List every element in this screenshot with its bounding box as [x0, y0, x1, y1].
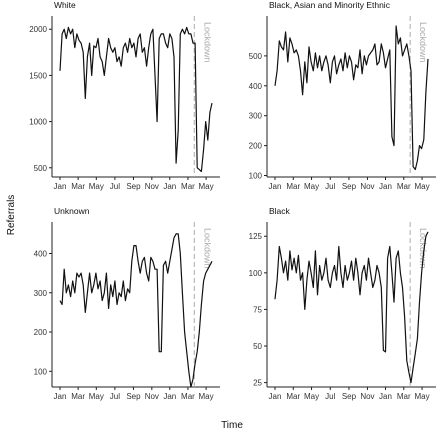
- lockdown-annotation: Lockdown: [418, 228, 428, 269]
- y-tick-label: 200: [34, 328, 48, 337]
- x-tick-label: May: [89, 392, 104, 401]
- series-line-1: [59, 26, 213, 173]
- x-axis-title: Time: [221, 420, 243, 431]
- panel-2: Black, Asian and Minority Ethnic 100 200 30…: [249, 0, 436, 191]
- x-tick-label: Nov: [145, 392, 159, 401]
- x-tick-label: Mar: [397, 392, 411, 401]
- series-line-1: [59, 233, 213, 388]
- x-tick-label: May: [199, 392, 214, 401]
- x-tick-label: Jan: [379, 392, 392, 401]
- y-tick-label: 75: [253, 305, 262, 314]
- series-line-1: [274, 25, 429, 171]
- x-tick-label: Nov: [360, 392, 374, 401]
- panel-title: Black: [269, 206, 291, 216]
- y-tick-label: 100: [249, 172, 263, 181]
- x-tick-label: Sep: [126, 392, 141, 401]
- x-tick-label: Mar: [286, 392, 300, 401]
- x-tick-label: Mar: [286, 182, 300, 191]
- y-tick-label: 500: [34, 164, 48, 173]
- x-tick-label: Jan: [379, 182, 392, 191]
- lockdown-annotation: Lockdown: [418, 22, 428, 63]
- y-tick-label: 400: [34, 249, 48, 258]
- x-tick-label: Nov: [360, 182, 374, 191]
- panel-1: White 500 1000 1500 2000 Jan Mar May Jul Sep Nov Ja…: [29, 0, 220, 191]
- y-tick-label: 25: [253, 379, 262, 388]
- x-tick-label: Sep: [342, 182, 357, 191]
- y-tick-label: 125: [249, 232, 263, 241]
- x-tick-label: Jan: [269, 182, 282, 191]
- x-tick-label: May: [414, 392, 429, 401]
- y-tick-label: 1000: [29, 118, 47, 127]
- x-tick-label: Jul: [325, 392, 335, 401]
- x-tick-label: Jul: [110, 182, 120, 191]
- x-tick-label: May: [199, 182, 214, 191]
- x-tick-label: Jul: [110, 392, 120, 401]
- y-axis-title: Referrals: [6, 195, 17, 236]
- panel-title: Black, Asian and Minority Ethnic: [269, 0, 391, 10]
- panel-3: Unknown 100 200 300 400 Jan Mar May Jul Sep Nov Jan…: [34, 206, 220, 401]
- x-tick-label: Jan: [269, 392, 282, 401]
- lockdown-annotation: Lockdown: [202, 228, 212, 269]
- y-tick-label: 400: [249, 82, 263, 91]
- x-tick-label: Jan: [54, 182, 67, 191]
- x-tick-label: Jan: [163, 392, 176, 401]
- y-tick-label: 300: [249, 112, 263, 121]
- x-tick-label: Sep: [342, 392, 357, 401]
- x-tick-label: May: [89, 182, 104, 191]
- x-tick-label: Jan: [163, 182, 176, 191]
- series-line-1: [274, 231, 429, 384]
- panel-title: Unknown: [54, 206, 90, 216]
- x-tick-label: Mar: [397, 182, 411, 191]
- y-tick-label: 200: [249, 142, 263, 151]
- y-tick-label: 1500: [29, 71, 47, 80]
- y-tick-label: 100: [249, 269, 263, 278]
- x-tick-label: Mar: [181, 182, 195, 191]
- x-tick-label: Nov: [145, 182, 159, 191]
- x-tick-label: May: [414, 182, 429, 191]
- x-tick-label: Jan: [54, 392, 67, 401]
- y-tick-label: 500: [249, 52, 263, 61]
- y-tick-label: 100: [34, 367, 48, 376]
- x-tick-label: May: [304, 182, 319, 191]
- x-tick-label: Mar: [71, 392, 85, 401]
- x-tick-label: Mar: [181, 392, 195, 401]
- lockdown-annotation: Lockdown: [202, 22, 212, 63]
- panel-title: White: [54, 0, 76, 10]
- x-tick-label: Mar: [71, 182, 85, 191]
- x-tick-label: Jul: [325, 182, 335, 191]
- x-tick-label: Sep: [126, 182, 141, 191]
- y-tick-label: 2000: [29, 25, 47, 34]
- y-tick-label: 50: [253, 342, 262, 351]
- x-tick-label: May: [304, 392, 319, 401]
- y-tick-label: 300: [34, 289, 48, 298]
